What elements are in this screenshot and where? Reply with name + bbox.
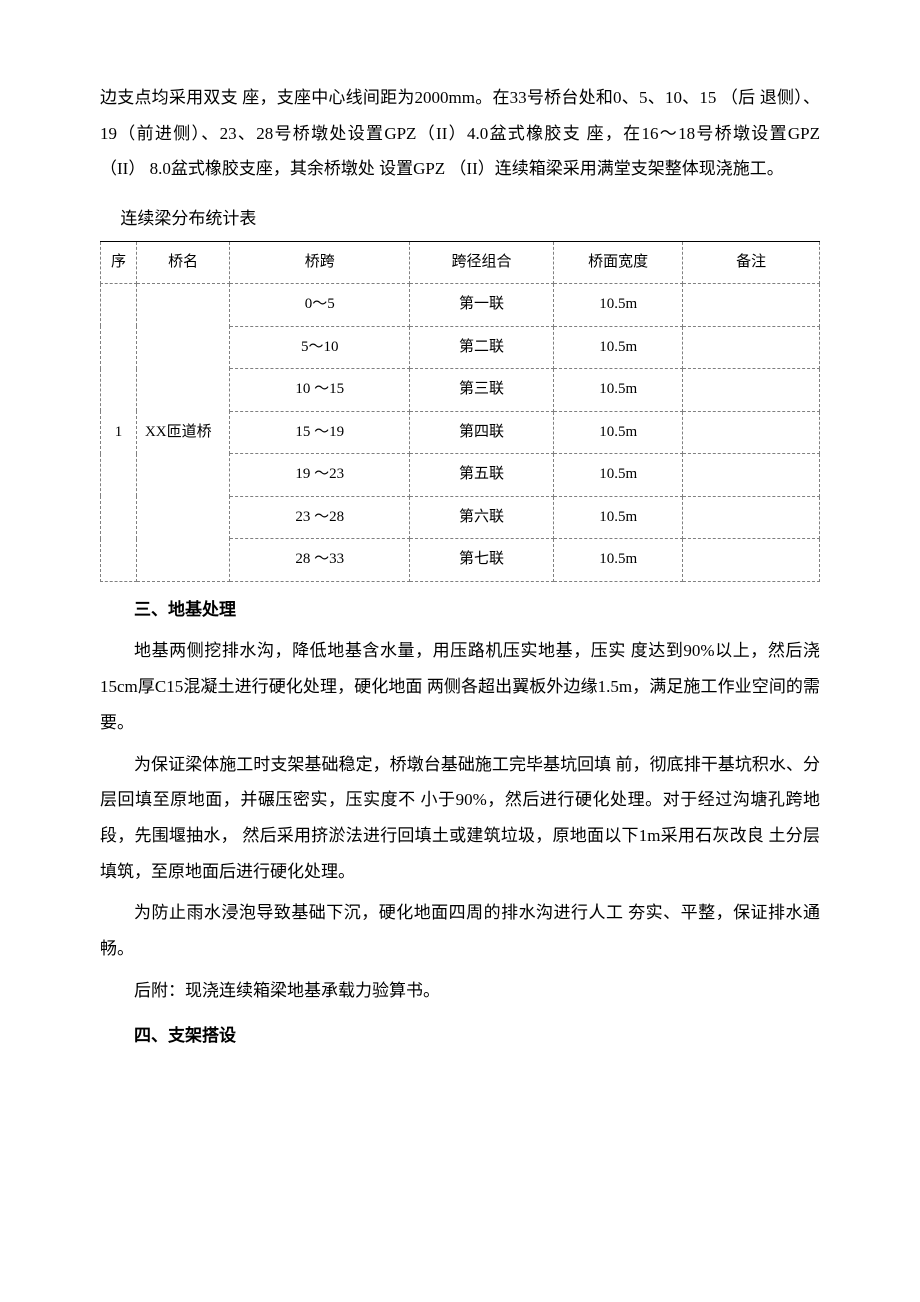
cell-width: 10.5m (553, 411, 682, 454)
section-3-heading: 三、地基处理 (100, 592, 820, 628)
cell-name: XX匝道桥 (136, 284, 229, 582)
col-header-note: 备注 (683, 241, 820, 284)
cell-width: 10.5m (553, 496, 682, 539)
cell-combo: 第四联 (410, 411, 554, 454)
cell-span: 19 ～23 (230, 454, 410, 497)
cell-span: 5～10 (230, 326, 410, 369)
cell-combo: 第一联 (410, 284, 554, 327)
cell-note (683, 326, 820, 369)
section-3-p1: 地基两侧挖排水沟，降低地基含水量，用压路机压实地基，压实 度达到90%以上，然后… (100, 633, 820, 740)
section-4-heading: 四、支架搭设 (100, 1018, 820, 1054)
intro-paragraph: 边支点均采用双支 座，支座中心线间距为2000mm。在33号桥台处和0、5、10… (100, 80, 820, 187)
col-header-width: 桥面宽度 (553, 241, 682, 284)
cell-combo: 第六联 (410, 496, 554, 539)
cell-note (683, 496, 820, 539)
section-3-p4: 后附：现浇连续箱梁地基承载力验算书。 (100, 973, 820, 1009)
col-header-name: 桥名 (136, 241, 229, 284)
cell-note (683, 284, 820, 327)
cell-seq: 1 (101, 284, 137, 582)
cell-note (683, 539, 820, 582)
document-page: 边支点均采用双支 座，支座中心线间距为2000mm。在33号桥台处和0、5、10… (0, 0, 920, 1120)
table-row: 1 XX匝道桥 0～5 第一联 10.5m (101, 284, 820, 327)
col-header-seq: 序 (101, 241, 137, 284)
cell-span: 15 ～19 (230, 411, 410, 454)
table-caption: 连续梁分布统计表 (120, 201, 820, 237)
cell-note (683, 454, 820, 497)
section-3-p3: 为防止雨水浸泡导致基础下沉，硬化地面四周的排水沟进行人工 夯实、平整，保证排水通… (100, 895, 820, 966)
beam-distribution-table: 序 桥名 桥跨 跨径组合 桥面宽度 备注 1 XX匝道桥 0～5 第一联 10.… (100, 241, 820, 582)
cell-combo: 第三联 (410, 369, 554, 412)
section-3-p2: 为保证梁体施工时支架基础稳定，桥墩台基础施工完毕基坑回填 前，彻底排干基坑积水、… (100, 747, 820, 890)
cell-combo: 第七联 (410, 539, 554, 582)
table-header-row: 序 桥名 桥跨 跨径组合 桥面宽度 备注 (101, 241, 820, 284)
cell-combo: 第五联 (410, 454, 554, 497)
cell-combo: 第二联 (410, 326, 554, 369)
cell-span: 23 ～28 (230, 496, 410, 539)
cell-span: 0～5 (230, 284, 410, 327)
cell-span: 28 ～33 (230, 539, 410, 582)
cell-width: 10.5m (553, 369, 682, 412)
col-header-span: 桥跨 (230, 241, 410, 284)
col-header-combo: 跨径组合 (410, 241, 554, 284)
cell-note (683, 411, 820, 454)
cell-span: 10 ～15 (230, 369, 410, 412)
cell-width: 10.5m (553, 284, 682, 327)
cell-width: 10.5m (553, 539, 682, 582)
cell-width: 10.5m (553, 454, 682, 497)
cell-note (683, 369, 820, 412)
cell-width: 10.5m (553, 326, 682, 369)
